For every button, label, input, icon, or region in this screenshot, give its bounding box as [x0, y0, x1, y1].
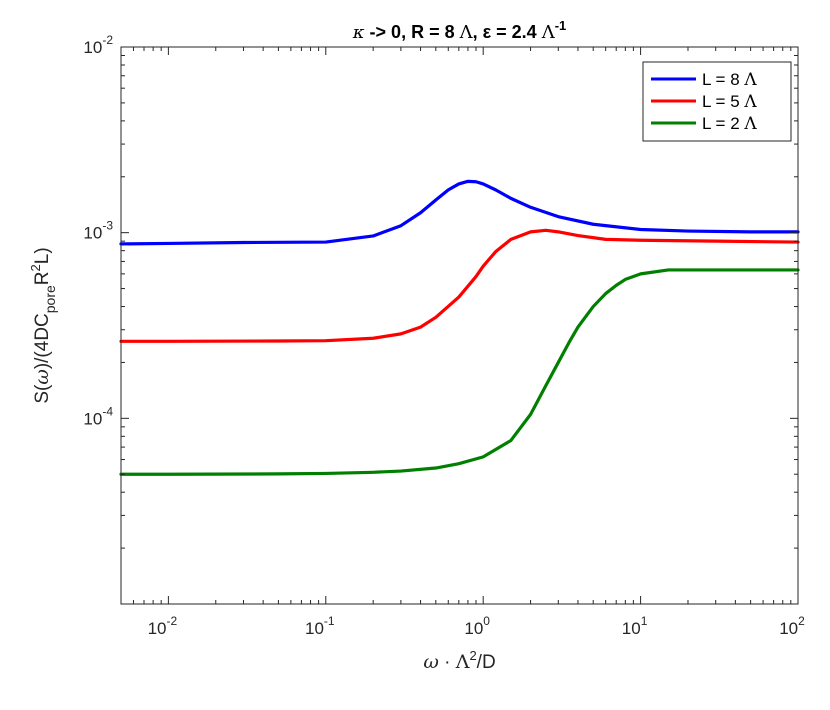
legend-label-series-2: L = 5 Λ [702, 92, 757, 112]
legend-label-series-1: L = 8 Λ [702, 70, 757, 90]
legend-label-series-3-text: L = 2 [702, 114, 744, 133]
y-label-r: R [32, 271, 53, 285]
x-label-tail: /D [477, 652, 496, 673]
x-tick-label-base: 10 [622, 619, 641, 638]
y-axis-label: S(ω)/(4DCporeR2L) [28, 247, 58, 403]
x-tick-label-exponent: -1 [324, 614, 335, 628]
legend-label-series-2-text: L = 5 [702, 92, 744, 111]
y-label-omega: ω [31, 369, 53, 385]
title-kappa-symbol: κ [352, 22, 365, 43]
x-tick-label-exponent: 0 [483, 614, 490, 628]
legend-label-series-1-lambda: Λ [743, 70, 757, 90]
x-tick-label-exponent: -2 [167, 614, 178, 628]
x-label-exponent: 2 [469, 648, 476, 663]
series-layer [119, 179, 800, 476]
y-label-exponent: 2 [28, 264, 43, 271]
x-tick-label-5: 102 [779, 614, 805, 638]
x-tick-label-2: 10-1 [305, 614, 335, 638]
series-line-2 [119, 228, 800, 343]
x-tick-label-base: 10 [305, 619, 324, 638]
x-tick-label-exponent: 1 [641, 614, 648, 628]
series-line-1 [119, 179, 800, 246]
x-label-omega: ω [423, 651, 439, 673]
x-label-lambda: Λ [455, 651, 470, 673]
x-tick-label-exponent: 2 [798, 614, 805, 628]
y-tick-label-3: 10-2 [83, 33, 113, 57]
y-tick-label-base: 10 [83, 224, 102, 243]
y-tick-label-1: 10-4 [83, 404, 113, 428]
legend-label-series-1-text: L = 8 [702, 70, 744, 89]
chart-title: κ -> 0, R = 8 Λ, ε = 2.4 Λ-1 [352, 18, 567, 43]
title-text-part-2: , ε = 2.4 [473, 22, 542, 42]
x-tick-label-base: 10 [464, 619, 483, 638]
x-tick-label-3: 100 [464, 614, 490, 638]
legend-label-series-2-lambda: Λ [743, 92, 757, 112]
title-lambda-symbol-1: Λ [459, 22, 474, 43]
legend-label-series-3: L = 2 Λ [702, 114, 757, 134]
y-tick-label-exponent: -4 [102, 404, 113, 418]
y-tick-label-2: 10-3 [83, 219, 113, 243]
y-label-part-2: )/(4DC [32, 313, 53, 369]
x-tick-label-base: 10 [779, 619, 798, 638]
y-tick-label-base: 10 [83, 38, 102, 57]
series-line-3 [119, 268, 800, 476]
title-exponent: -1 [555, 18, 567, 33]
legend: L = 8 Λ L = 5 Λ L = 2 Λ [642, 61, 792, 142]
plot-frame [120, 46, 799, 605]
title-text-part-1: -> 0, R = 8 [365, 22, 460, 42]
y-tick-label-base: 10 [83, 409, 102, 428]
y-tick-label-exponent: -3 [102, 219, 113, 233]
legend-label-series-3-lambda: Λ [743, 114, 757, 134]
y-tick-label-exponent: -2 [102, 33, 113, 47]
y-label-part-1: S( [32, 384, 53, 404]
x-axis-label: ω · Λ2/D [423, 648, 495, 673]
x-tick-label-base: 10 [148, 619, 167, 638]
x-tick-label-1: 10-2 [148, 614, 178, 638]
y-label-tail: L) [32, 247, 53, 264]
title-lambda-symbol-2: Λ [541, 22, 556, 43]
x-tick-label-4: 101 [622, 614, 648, 638]
y-label-subscript: pore [42, 285, 58, 313]
x-label-dot: · [439, 652, 456, 673]
